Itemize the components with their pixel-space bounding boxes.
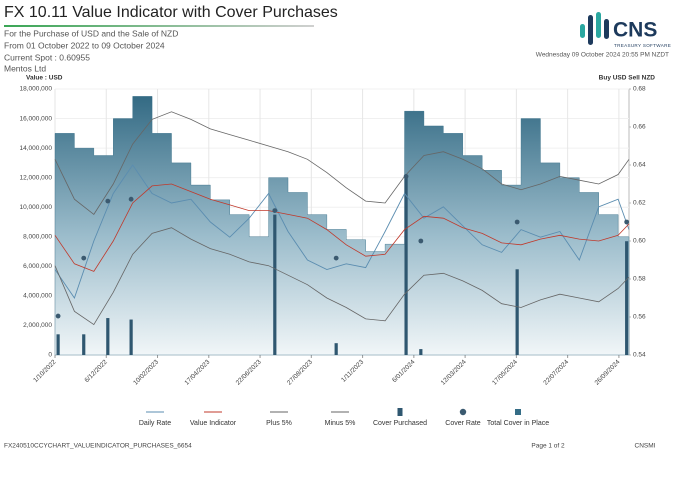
- y-tick-label: 14,000,000: [19, 145, 52, 152]
- cover-rate-dot: [55, 313, 61, 319]
- legend-label: Cover Purchased: [373, 420, 427, 427]
- y2-tick-label: 0.68: [633, 86, 646, 93]
- logo-name: CNS: [613, 19, 657, 42]
- y-tick-label: 0: [48, 352, 52, 359]
- y-tick-label: 4,000,000: [23, 293, 52, 300]
- x-tick-label: 10/02/2023: [132, 358, 160, 386]
- total-cover-area: [54, 96, 630, 356]
- y-tick-label: 2,000,000: [23, 322, 52, 329]
- logo-bar: [596, 12, 601, 38]
- legend-label: Plus 5%: [266, 420, 292, 427]
- y2-tick-label: 0.64: [633, 162, 646, 169]
- page-number: Page 1 of 2: [531, 443, 565, 450]
- legend-label: Value Indicator: [190, 420, 237, 427]
- x-tick-label: 27/08/2023: [286, 358, 314, 386]
- legend-label: Cover Rate: [445, 420, 481, 427]
- cover-rate-dot: [272, 208, 278, 214]
- cover-rate-dot: [105, 198, 111, 204]
- timestamp: Wednesday 09 October 2024 20:55 PM NZDT: [536, 52, 669, 59]
- subtitle: For the Purchase of USD and the Sale of …: [4, 28, 178, 38]
- y2-axis-title: Buy USD Sell NZD: [599, 75, 656, 82]
- cover-rate-dot: [514, 219, 520, 225]
- y2-tick-label: 0.54: [633, 352, 646, 359]
- legend-label: Daily Rate: [139, 420, 171, 427]
- title: FX 10.11 Value Indicator with Cover Purc…: [4, 4, 338, 21]
- cover-bar: [273, 214, 277, 355]
- legend-swatch: [515, 409, 521, 415]
- cover-rate-dot: [128, 196, 134, 202]
- cover-bar: [129, 319, 133, 355]
- cover-rate-dot: [81, 255, 87, 261]
- logo-tagline: TREASURY SOFTWARE: [614, 43, 671, 48]
- cover-rate-dot: [418, 238, 424, 244]
- cover-rate-dot: [403, 174, 409, 179]
- x-tick-label: 1/10/2022: [32, 358, 58, 384]
- cover-bar: [334, 343, 338, 355]
- logo-bar: [580, 24, 585, 38]
- user-code: CNSMI: [635, 443, 656, 450]
- y2-tick-label: 0.62: [633, 200, 646, 207]
- y2-tick-label: 0.56: [633, 314, 646, 321]
- x-tick-label: 26/09/2024: [594, 358, 622, 386]
- x-tick-label: 1/11/2023: [340, 358, 365, 383]
- logo-bar: [604, 19, 609, 39]
- subtitle: Mentos Ltd: [4, 63, 46, 73]
- line-series: [54, 227, 630, 326]
- y-tick-label: 8,000,000: [23, 233, 52, 240]
- cover-rate-dot: [333, 255, 339, 261]
- cover-bar: [56, 334, 60, 355]
- logo-bar: [588, 15, 593, 45]
- x-tick-label: 17/04/2023: [183, 358, 211, 386]
- line-series: [54, 183, 630, 272]
- title-rule: [4, 25, 314, 27]
- report-code: FX240510CCYCHART_VALUEINDICATOR_PURCHASE…: [4, 443, 192, 450]
- y-tick-label: 6,000,000: [23, 263, 52, 270]
- y2-tick-label: 0.66: [633, 124, 646, 131]
- line-series: [54, 164, 630, 299]
- y-axis-title: Value : USD: [26, 75, 63, 82]
- y2-tick-label: 0.58: [633, 276, 646, 283]
- legend-label: Total Cover in Place: [487, 420, 549, 427]
- legend-swatch: [397, 408, 403, 416]
- y-tick-label: 10,000,000: [19, 204, 52, 211]
- x-tick-label: 22/06/2023: [235, 358, 263, 386]
- legend-swatch: [459, 408, 467, 416]
- line-series: [54, 111, 630, 215]
- x-tick-label: 6/12/2022: [83, 358, 109, 384]
- cover-rate-dot: [624, 219, 630, 225]
- logo: CNS TREASURY SOFTWARE: [580, 12, 671, 48]
- legend-label: Minus 5%: [325, 420, 356, 427]
- y2-tick-label: 0.60: [633, 238, 646, 245]
- x-tick-label: 22/07/2024: [542, 358, 570, 386]
- subtitle: From 01 October 2022 to 09 October 2024: [4, 40, 165, 50]
- x-tick-label: 17/05/2024: [491, 358, 519, 386]
- cover-bar: [106, 318, 110, 355]
- cover-bar: [515, 269, 519, 355]
- cover-bar: [419, 349, 423, 355]
- cover-bar: [404, 177, 408, 355]
- y-tick-label: 16,000,000: [19, 115, 52, 122]
- y-tick-label: 12,000,000: [19, 174, 52, 181]
- cover-bar: [625, 241, 629, 355]
- x-tick-label: 12/03/2024: [440, 358, 468, 386]
- plot: 0 2,000,000 4,000,000 6,000,000 8,000,000 10,…: [19, 86, 646, 387]
- subtitle: Current Spot : 0.60955: [4, 52, 90, 62]
- y-tick-label: 18,000,000: [19, 86, 52, 93]
- x-tick-label: 6/01/2024: [391, 358, 417, 384]
- cover-bar: [82, 334, 86, 355]
